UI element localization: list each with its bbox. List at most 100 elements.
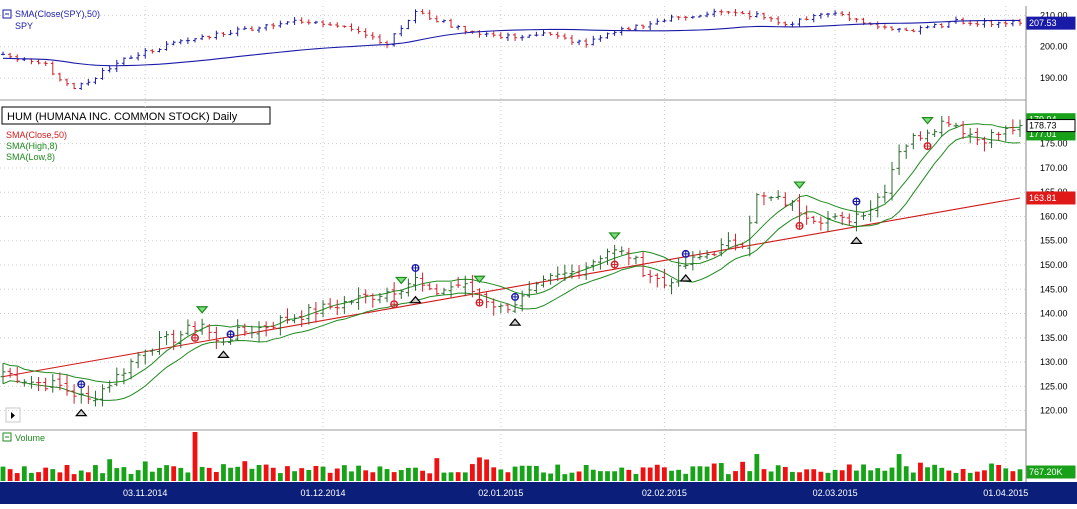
legend-sma-close: SMA(Close,50) [6,130,67,140]
buy-triangle-marker [508,318,522,326]
volume-bar [960,469,966,481]
spy-legend-sma: SMA(Close(SPY),50) [15,9,100,19]
volume-bar [320,466,326,481]
volume-bar [1017,469,1023,481]
volume-bar [811,469,817,481]
sell-triangle-marker [195,306,209,314]
volume-bar [85,472,91,481]
volume-bar [256,464,262,481]
volume-bar [441,472,447,481]
price-axis: 210.00200.00190.00175.00170.00165.00160.… [1040,10,1068,415]
volume-bar [285,466,290,481]
volume-bar [448,472,454,481]
volume-bar [178,467,184,481]
volume-bar [505,472,511,481]
volume-bar [249,468,255,481]
date-axis-labels: 03.11.2014 01.12.2014 02.01.2015 02.02.2015… [123,488,1028,498]
red-plus-marker [795,221,804,230]
volume-bar [356,465,361,481]
volume-bar [562,474,568,481]
volume-bar [498,469,504,481]
sell-triangle-marker [608,232,621,240]
volume-bar [612,471,618,481]
legend-sma-low: SMA(Low,8) [6,152,55,162]
volume-bar [164,465,169,481]
spy-legend-symbol: SPY [15,21,33,31]
volume-bar [669,470,674,481]
volume-bar [128,473,134,481]
spy-collapse-box[interactable] [2,9,12,19]
volume-bar [306,469,312,481]
spy-tick-label: 190.00 [1040,73,1068,83]
volume-bar [100,473,105,481]
volume-bar [334,468,340,481]
volume-bar [434,458,440,481]
volume-bar [910,472,916,481]
volume-bar [420,470,426,481]
spy-sma-polyline [2,19,1021,67]
volume-bar [427,473,433,481]
volume-bar [29,472,34,481]
volume-bar [889,467,895,481]
volume-bar [647,467,653,481]
volume-bar [633,473,639,481]
volume-bar [711,463,717,481]
volume-bar [967,472,973,481]
spy-sma-line [2,19,1021,67]
price-tick-label: 120.00 [1040,406,1068,416]
volume-bar [50,469,56,481]
volume-bar [569,472,575,481]
volume-bar [413,467,418,481]
volume-bar [14,473,20,481]
volume-bar [398,470,404,481]
price-tick-label: 125.00 [1040,381,1068,391]
volume-bar [654,464,660,481]
volume-bar [57,472,63,481]
volume-collapse-box[interactable] [2,432,12,442]
buy-triangle-marker [409,295,422,304]
volume-bar [93,465,98,481]
volume-bar [861,464,866,481]
main-title-box [1,106,271,125]
volume-bar [690,466,696,481]
spy-tick-label: 210.00 [1040,10,1068,20]
volume-bar [519,465,525,481]
sell-triangle-marker [793,181,806,189]
date-tick-label: 01.12.2014 [301,488,346,498]
volume-bar [541,472,546,481]
price-tick-label: 160.00 [1040,211,1068,221]
volume-bar [882,470,888,481]
volume-bar [114,468,120,481]
sell-triangle-marker [921,117,934,125]
red-plus-marker [475,298,484,307]
volume-bar [327,472,333,481]
volume-bar [206,467,212,481]
volume-bar [704,466,710,481]
volume-bar [43,467,49,481]
volume-bar [533,465,539,481]
volume-bar [782,467,788,481]
sma-low-price-tag: 177.01 [1029,129,1057,139]
volume-bar [974,471,980,481]
main-title: HUM (HUMANA INC. COMMON STOCK) Daily [7,111,238,123]
volume-bar [242,461,248,481]
volume-bar [676,469,682,481]
volume-bar [71,474,77,481]
volume-bar [0,466,6,481]
volume-bar [526,465,532,481]
sma-low-8-polyline [2,136,1021,401]
volume-bar [982,470,987,481]
price-tick-label: 145.00 [1040,284,1068,294]
volume-bar [797,472,802,481]
signal-markers [74,117,934,417]
volume-label: Volume [15,433,45,443]
volume-bar [896,454,902,481]
volume-bar [107,459,113,481]
volume-bar [747,471,753,481]
volume-bar [462,472,468,481]
volume-bar [36,472,41,481]
volume-bar [996,464,1002,481]
sma-high-8-polyline [2,123,1021,384]
